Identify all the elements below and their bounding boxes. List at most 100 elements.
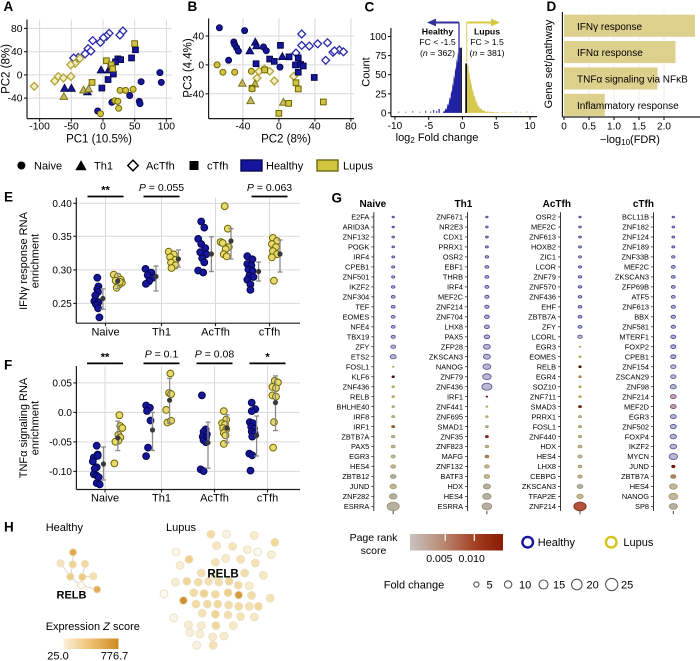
svg-text:MYCN: MYCN [627,452,649,461]
svg-text:ZNF214: ZNF214 [622,392,649,401]
svg-text:ZNF189: ZNF189 [622,243,649,252]
svg-text:ZNF440: ZNF440 [529,432,556,441]
svg-text:0.010: 0.010 [459,553,485,565]
svg-text:G: G [332,191,343,206]
svg-text:Lupus: Lupus [343,161,373,173]
svg-text:A: A [4,0,14,14]
svg-text:ZNF570: ZNF570 [529,283,556,292]
svg-text:SMAD1: SMAD1 [438,422,463,431]
svg-text:FOXP4: FOXP4 [625,432,649,441]
svg-text:**: ** [101,351,110,363]
svg-text:0.05: 0.05 [52,378,72,389]
svg-text:ZNF132: ZNF132 [343,233,370,242]
svg-text:PRRX1: PRRX1 [438,243,463,252]
svg-text:ZKSCAN3: ZKSCAN3 [615,273,649,282]
svg-text:EGR4: EGR4 [536,372,556,381]
svg-text:HES4: HES4 [630,482,649,491]
svg-text:Healthy: Healthy [266,161,304,173]
svg-text:FOSL1: FOSL1 [346,362,369,371]
svg-text:IRF4: IRF4 [447,283,463,292]
svg-text:IRF8: IRF8 [353,412,369,421]
svg-text:**: ** [101,185,110,197]
svg-text:ZNF695: ZNF695 [436,412,463,421]
svg-text:P = 0.08: P = 0.08 [195,349,235,361]
svg-text:0.35: 0.35 [52,232,72,243]
svg-text:BCL11B: BCL11B [622,213,649,222]
svg-text:1.0: 1.0 [607,122,621,133]
svg-text:ZNF436: ZNF436 [343,382,370,391]
svg-text:NANOG: NANOG [622,492,649,501]
svg-text:50: 50 [375,70,387,81]
svg-text:score: score [361,545,387,557]
svg-text:ZNF441: ZNF441 [436,402,463,411]
svg-text:RELB: RELB [537,362,556,371]
svg-text:MEF2D: MEF2D [624,402,649,411]
svg-text:PRRX1: PRRX1 [531,412,556,421]
svg-text:0: 0 [17,70,23,81]
svg-text:THRB: THRB [443,273,463,282]
svg-text:IRF4: IRF4 [353,253,369,262]
svg-text:E: E [4,190,13,205]
svg-text:D: D [547,0,557,14]
svg-text:ZSCAN29: ZSCAN29 [616,372,649,381]
svg-text:40: 40 [309,121,321,132]
svg-text:ZNF35: ZNF35 [440,432,463,441]
svg-text:ZBTB7A: ZBTB7A [341,432,369,441]
svg-text:Th1: Th1 [152,493,171,505]
svg-text:ZNF154: ZNF154 [622,362,649,371]
svg-text:IRF1: IRF1 [447,392,463,401]
svg-text:776.7: 776.7 [101,651,129,661]
svg-text:P = 0.063: P = 0.063 [247,182,292,194]
svg-text:LHX8: LHX8 [538,462,557,471]
svg-text:log2 Fold change: log2 Fold change [396,132,479,145]
svg-text:FOXP2: FOXP2 [625,342,649,351]
svg-text:CPEB1: CPEB1 [625,352,649,361]
svg-text:10: 10 [524,121,536,132]
svg-text:40: 40 [193,32,205,43]
svg-text:Healthy: Healthy [46,522,84,534]
svg-text:MAFG: MAFG [442,452,464,461]
svg-text:POGK: POGK [348,243,369,252]
svg-text:cTfh: cTfh [633,199,654,210]
svg-text:CDX1: CDX1 [443,233,463,242]
svg-text:SMAD3: SMAD3 [531,402,556,411]
svg-text:(n = 362): (n = 362) [420,48,455,58]
svg-text:ZNF613: ZNF613 [622,303,649,312]
svg-text:-50: -50 [64,121,79,132]
svg-text:enrichment: enrichment [30,234,42,288]
svg-text:ZNF214: ZNF214 [436,303,463,312]
svg-text:ESRRA: ESRRA [344,502,370,511]
svg-text:NANOG: NANOG [436,362,463,371]
svg-text:PAX5: PAX5 [351,442,369,451]
svg-text:25: 25 [375,89,387,100]
svg-text:P = 0.1: P = 0.1 [145,349,179,361]
svg-text:ZNF823: ZNF823 [436,442,463,451]
svg-text:-40: -40 [189,89,204,100]
svg-text:Expression Z score: Expression Z score [46,621,140,633]
svg-text:SP8: SP8 [635,502,649,511]
svg-text:ZNF436: ZNF436 [529,293,556,302]
svg-text:PAX5: PAX5 [445,333,463,342]
svg-text:RELB: RELB [350,392,369,401]
svg-text:ZNF124: ZNF124 [622,233,649,242]
svg-text:CPEB1: CPEB1 [345,263,369,272]
svg-text:IKZF2: IKZF2 [349,283,369,292]
svg-text:ZNF79: ZNF79 [533,273,556,282]
svg-text:ZNF671: ZNF671 [436,213,463,222]
svg-text:ZNF436: ZNF436 [436,382,463,391]
svg-text:MTERF1: MTERF1 [619,333,649,342]
svg-text:ZNF613: ZNF613 [529,233,556,242]
svg-text:ZKSCAN3: ZKSCAN3 [429,352,463,361]
svg-text:NFE4: NFE4 [350,323,369,332]
svg-text:TNFα signaling RNA: TNFα signaling RNA [18,377,30,478]
svg-text:EOMES: EOMES [343,313,370,322]
svg-text:EHF: EHF [541,303,556,312]
svg-text:RELB: RELB [57,590,87,602]
svg-text:BBX: BBX [634,313,649,322]
svg-text:C: C [365,0,375,15]
svg-text:Fold change: Fold change [384,580,445,592]
svg-text:0: 0 [561,122,567,133]
svg-text:(n = 381): (n = 381) [469,48,504,58]
svg-text:FC < -1.5: FC < -1.5 [419,37,456,47]
svg-text:BHLHE40: BHLHE40 [336,402,369,411]
